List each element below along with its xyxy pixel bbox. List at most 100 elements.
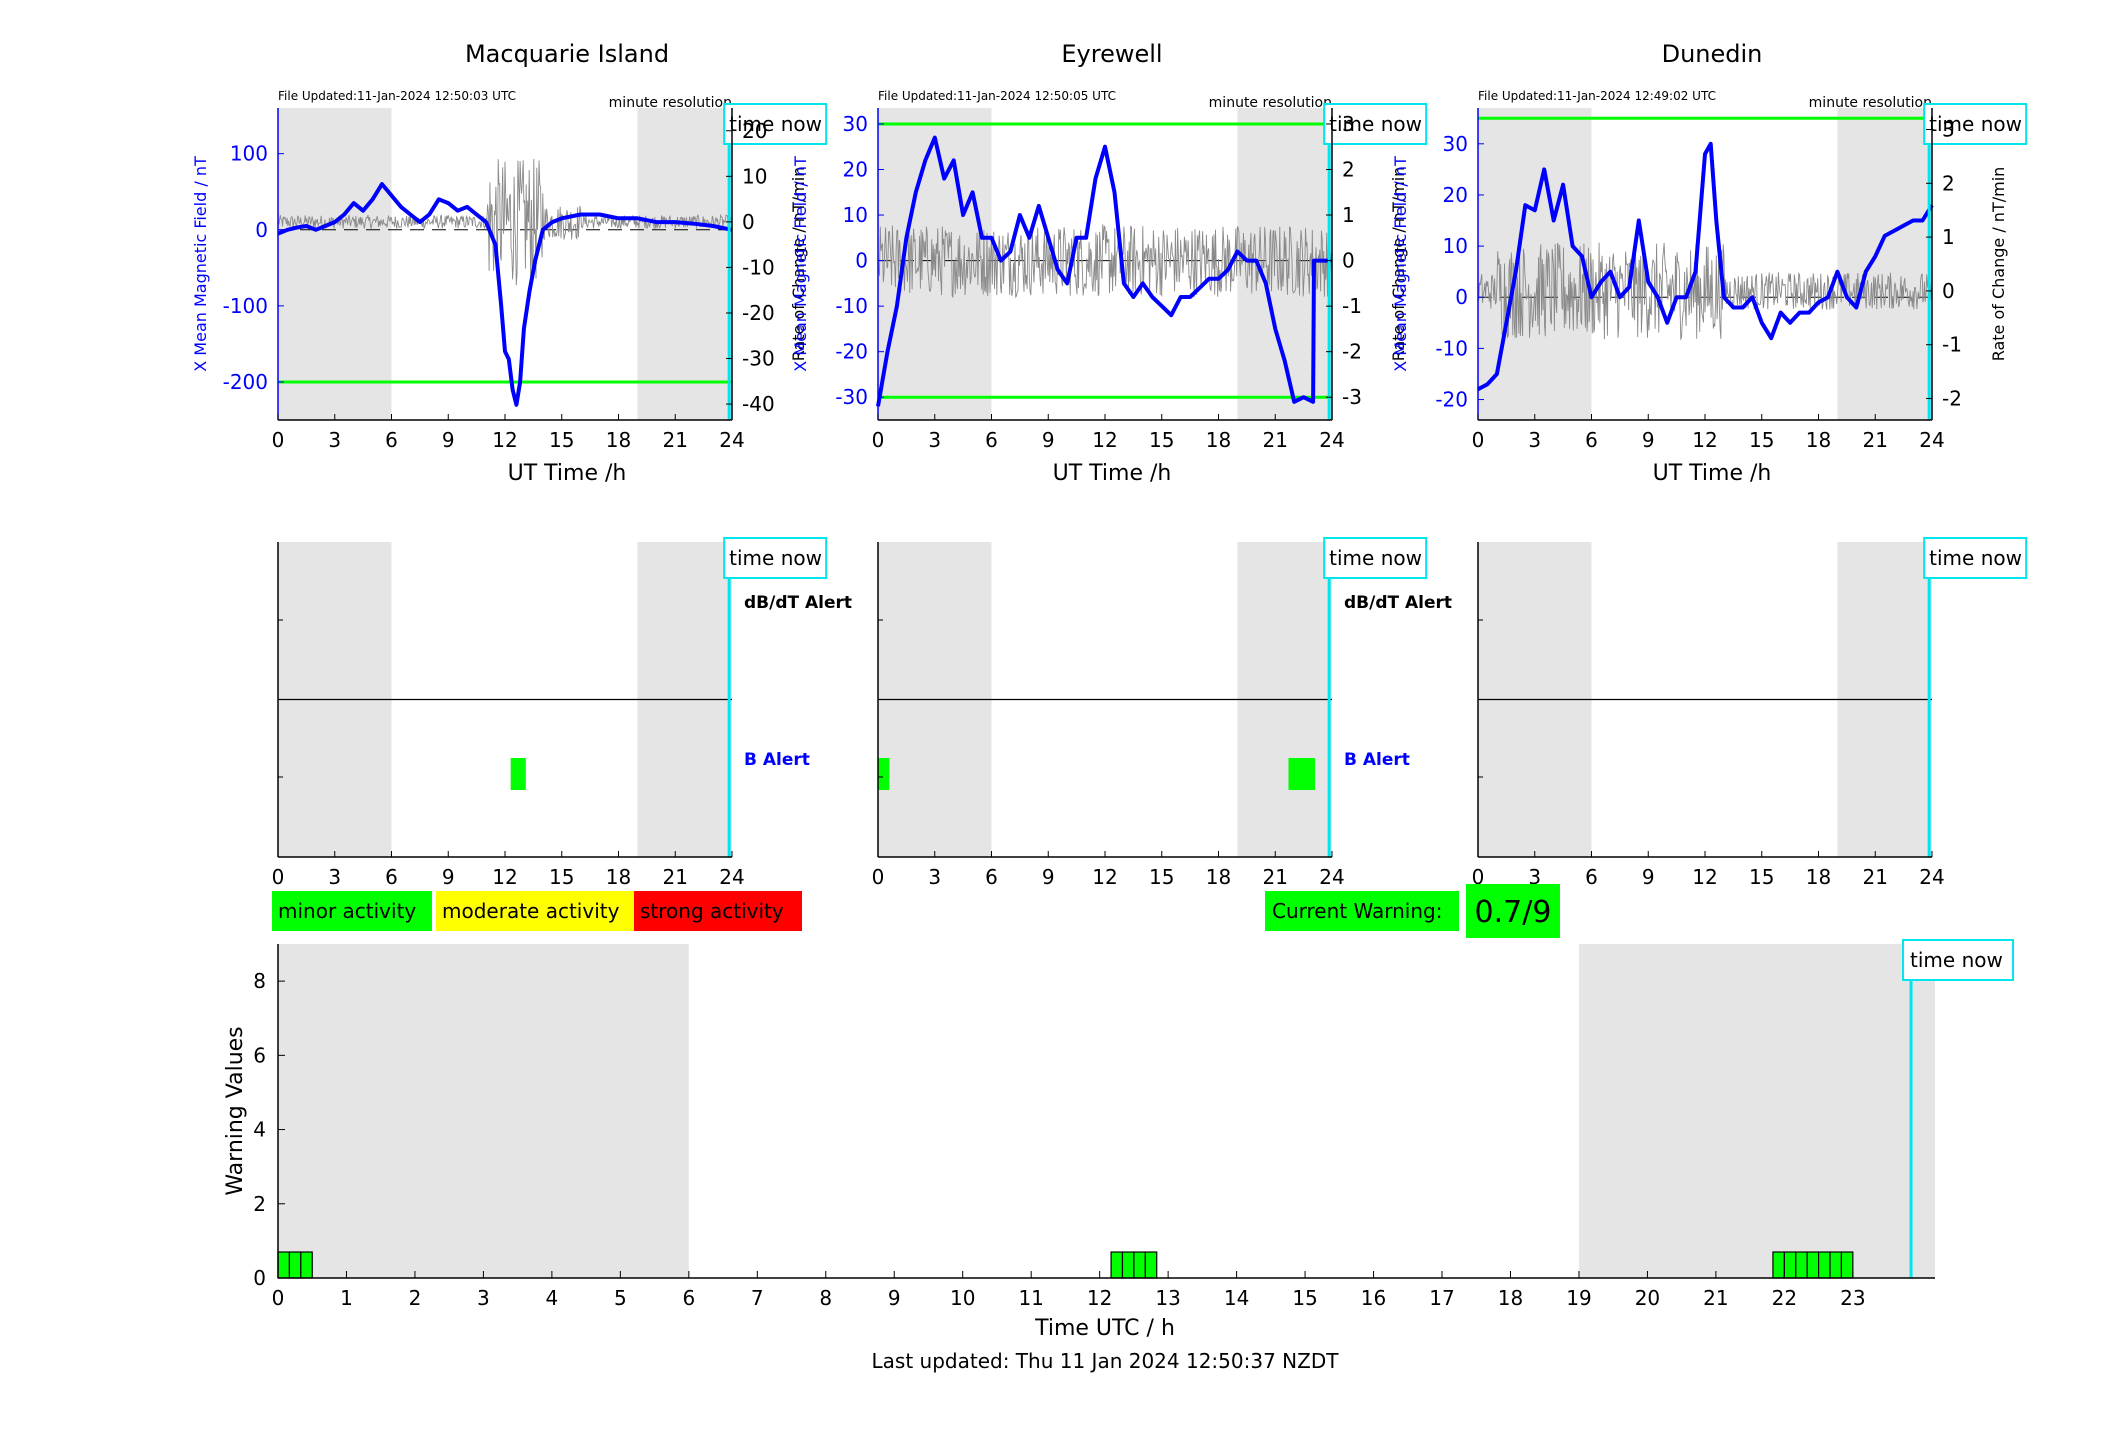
time-now-label: time now	[1929, 546, 2022, 570]
resolution-label: minute resolution	[609, 95, 732, 111]
x-tick-label: 21	[1863, 865, 1888, 889]
time-now-label: time now	[1329, 546, 1422, 570]
x-tick-label: 24	[1319, 865, 1344, 889]
y-tick-label: 8	[253, 969, 266, 993]
legend-moderate-swatch	[436, 891, 634, 931]
warning-bar	[300, 1251, 313, 1279]
x-tick-label: 6	[385, 865, 398, 889]
x-tick-label: 6	[985, 428, 998, 452]
file-updated: File Updated:11-Jan-2024 12:50:05 UTC	[878, 89, 1116, 103]
warning-bar	[1772, 1251, 1785, 1279]
x-tick-label: 21	[1863, 428, 1888, 452]
y2-tick-label: 2	[1342, 157, 1355, 181]
b-alert-block	[1288, 758, 1315, 790]
x-axis-label: Time UTC / h	[1034, 1316, 1175, 1341]
x-tick-label: 6	[1585, 428, 1598, 452]
y-tick-label: 0	[255, 218, 268, 242]
x-tick-label: 21	[663, 428, 688, 452]
x-tick-label: 23	[1840, 1286, 1865, 1310]
y2-tick-label: 3	[1342, 112, 1355, 136]
x-tick-label: 6	[385, 428, 398, 452]
x-tick-label: 0	[272, 428, 285, 452]
x-tick-label: 8	[819, 1286, 832, 1310]
y-tick-label: 30	[1443, 132, 1468, 156]
x-tick-label: 15	[1749, 428, 1774, 452]
x-tick-label: 12	[492, 428, 517, 452]
b-alert-block	[510, 758, 526, 790]
y2-tick-label: -1	[1942, 333, 1962, 357]
y2-tick-label: -40	[742, 392, 775, 416]
x-tick-label: 2	[409, 1286, 422, 1310]
alert-chart: time now dB/dT Alert B Alert 0 3 6 9 12 15 18 21 24	[872, 537, 1452, 889]
x-tick-label: 9	[442, 865, 455, 889]
x-tick-label: 15	[549, 865, 574, 889]
x-tick-label: 18	[1806, 865, 1831, 889]
x-tick-label: 6	[682, 1286, 695, 1310]
time-now-box	[1923, 537, 2028, 579]
legend-moderate-label: moderate activity	[442, 899, 620, 923]
b-alert-label: B Alert	[744, 750, 810, 770]
y-tick-label: -20	[1435, 388, 1468, 412]
x-tick-label: 24	[1919, 428, 1944, 452]
x-tick-label: 21	[1263, 865, 1288, 889]
y2-tick-label: 0	[1942, 279, 1955, 303]
y2-tick-label: 0	[742, 210, 755, 234]
y2-tick-label: -30	[742, 347, 775, 371]
legend-strong-label: strong activity	[640, 899, 784, 923]
station-panel-0: Macquarie Island File Updated:11-Jan-2024…	[191, 40, 852, 889]
x-tick-label: 9	[1642, 428, 1655, 452]
y2-tick-label: 3	[1942, 118, 1955, 142]
y2-axis-label: Rate of Change / nT/min	[789, 167, 808, 362]
x-axis-label: UT Time /h	[1653, 461, 1772, 486]
x-axis-label: UT Time /h	[508, 461, 627, 486]
x-tick-label: 18	[606, 865, 631, 889]
station-title: Macquarie Island	[465, 40, 669, 68]
x-tick-label: 3	[1528, 865, 1541, 889]
y-tick-label: 10	[843, 203, 868, 227]
x-tick-label: 9	[1042, 428, 1055, 452]
warning-bar	[1806, 1251, 1820, 1279]
y-tick-label: 0	[253, 1266, 266, 1290]
time-now-box	[723, 537, 828, 579]
station-panel-2: Dunedin File Updated:11-Jan-2024 12:49:02…	[1391, 40, 2028, 889]
x-tick-label: 15	[1749, 865, 1774, 889]
x-tick-label: 24	[719, 428, 744, 452]
x-tick-label: 12	[1692, 428, 1717, 452]
time-now-box	[1323, 537, 1428, 579]
y-tick-label: -10	[835, 294, 868, 318]
x-tick-label: 3	[328, 428, 341, 452]
time-now-box	[1323, 103, 1428, 145]
activity-legend: minor activity moderate activity strong ac…	[272, 891, 802, 931]
night-shading	[278, 108, 392, 420]
warning-bar	[288, 1251, 302, 1279]
y-tick-label: -20	[835, 340, 868, 364]
y-tick-label: -10	[1435, 336, 1468, 360]
y2-tick-label: 20	[742, 119, 767, 143]
x-tick-label: 5	[614, 1286, 627, 1310]
night-shading	[1578, 944, 1935, 1278]
alert-chart: time now 0 3 6 9 12 15 18 21 24	[1472, 537, 2028, 889]
warning-bar	[1840, 1251, 1854, 1279]
warning-bar	[1121, 1251, 1135, 1279]
x-tick-label: 3	[328, 865, 341, 889]
x-tick-label: 12	[492, 865, 517, 889]
x-tick-label: 12	[1092, 428, 1117, 452]
y-tick-label: 0	[1455, 285, 1468, 309]
field-series-line	[876, 135, 1332, 407]
y2-tick-label: -1	[1342, 294, 1362, 318]
y2-tick-label: -10	[742, 255, 775, 279]
night-shading	[1837, 108, 1932, 420]
time-now-label: time now	[729, 546, 822, 570]
station-title: Dunedin	[1662, 40, 1763, 68]
x-tick-label: 18	[1806, 428, 1831, 452]
warning-bar	[1829, 1251, 1843, 1279]
current-warning-value-box	[1466, 884, 1560, 938]
y2-tick-label: 2	[1942, 171, 1955, 195]
y-axis-label: X Mean Magnetic Field / nT	[1391, 156, 1410, 372]
resolution-label: minute resolution	[1809, 95, 1932, 111]
x-tick-label: 0	[1472, 865, 1485, 889]
warning-bar	[1144, 1251, 1158, 1279]
y2-tick-label: -2	[1342, 340, 1362, 364]
